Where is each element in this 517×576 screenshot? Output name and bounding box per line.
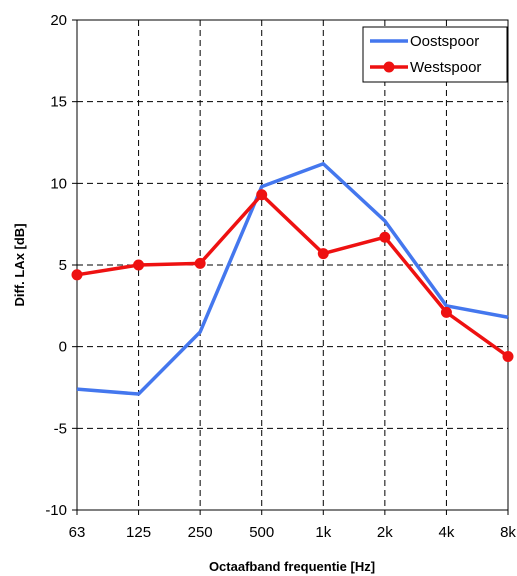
y-axis-title: Diff. LAx [dB] [12,223,27,306]
x-tick-label: 63 [69,524,86,541]
x-axis-title: Octaafband frequentie [Hz] [209,559,375,574]
legend: Oostspoor Westspoor [362,26,508,83]
data-point-westspoor [194,257,206,269]
x-tick-label: 250 [188,524,213,541]
y-tick-label: 5 [59,257,67,274]
x-tick-label: 1k [315,524,331,541]
x-tick-label: 500 [249,524,274,541]
legend-box [362,26,508,83]
data-point-westspoor [71,269,83,281]
legend-label-oostspoor: Oostspoor [410,33,479,50]
series-line-oostspoor [76,161,509,396]
y-tick-label: 10 [50,175,67,192]
data-point-westspoor [440,306,452,318]
y-tick-label: -10 [45,502,67,519]
tick-marks [72,19,509,515]
y-tick-labels: -10 -5 0 5 10 15 20 [45,12,67,519]
series-line-westspoor [76,193,510,358]
data-point-westspoor [502,350,514,362]
y-tick-label: -5 [54,420,67,437]
legend-label-westspoor: Westspoor [410,59,481,76]
x-tick-label: 4k [439,524,455,541]
data-point-westspoor [317,248,329,260]
x-tick-label: 125 [126,524,151,541]
y-tick-label: 0 [59,339,67,356]
data-point-westspoor [133,259,145,271]
x-tick-labels: 63 125 250 500 1k 2k 4k 8k [69,524,517,541]
data-point-westspoor [256,189,268,201]
series-group [71,161,514,396]
y-tick-label: 15 [50,94,67,111]
y-tick-label: 20 [50,12,67,29]
x-tick-label: 8k [500,524,516,541]
data-point-westspoor [379,231,391,243]
legend-marker-westspoor [383,61,395,73]
x-tick-label: 2k [377,524,393,541]
